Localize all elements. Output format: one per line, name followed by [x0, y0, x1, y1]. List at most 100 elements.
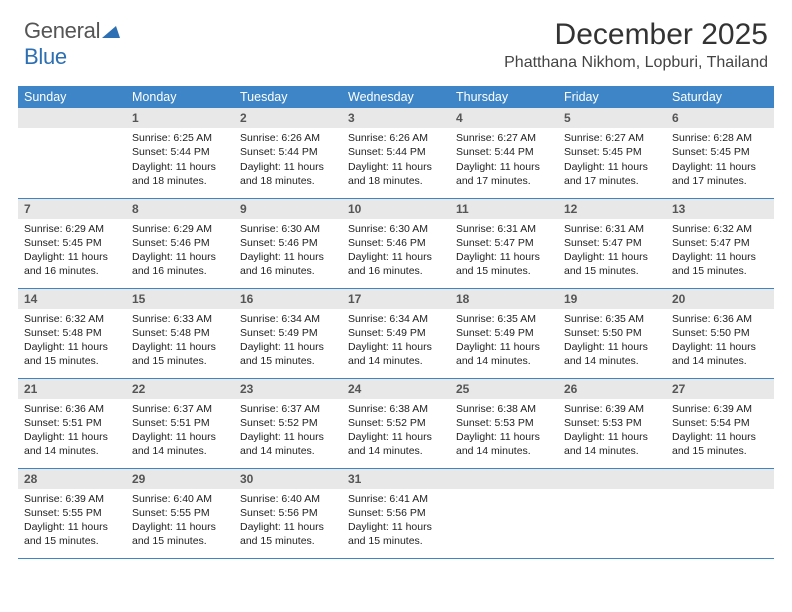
day-cell: 8Sunrise: 6:29 AMSunset: 5:46 PMDaylight… — [126, 198, 234, 288]
day-cell — [666, 468, 774, 558]
day-line: Sunset: 5:54 PM — [672, 416, 768, 430]
day-line: Daylight: 11 hours and 16 minutes. — [240, 250, 336, 278]
day-line: Sunrise: 6:32 AM — [24, 312, 120, 326]
day-cell: 31Sunrise: 6:41 AMSunset: 5:56 PMDayligh… — [342, 468, 450, 558]
location-text: Phatthana Nikhom, Lopburi, Thailand — [504, 54, 768, 72]
day-header: Tuesday — [234, 86, 342, 108]
day-number: 11 — [450, 199, 558, 219]
day-line: Sunset: 5:52 PM — [348, 416, 444, 430]
day-number: 5 — [558, 108, 666, 128]
day-body: Sunrise: 6:26 AMSunset: 5:44 PMDaylight:… — [234, 128, 342, 192]
day-cell: 19Sunrise: 6:35 AMSunset: 5:50 PMDayligh… — [558, 288, 666, 378]
day-line: Sunset: 5:52 PM — [240, 416, 336, 430]
day-line: Sunrise: 6:26 AM — [240, 131, 336, 145]
day-cell: 10Sunrise: 6:30 AMSunset: 5:46 PMDayligh… — [342, 198, 450, 288]
day-cell: 26Sunrise: 6:39 AMSunset: 5:53 PMDayligh… — [558, 378, 666, 468]
day-number: 28 — [18, 469, 126, 489]
day-line: Daylight: 11 hours and 14 minutes. — [348, 340, 444, 368]
day-line: Daylight: 11 hours and 16 minutes. — [348, 250, 444, 278]
day-body: Sunrise: 6:38 AMSunset: 5:53 PMDaylight:… — [450, 399, 558, 463]
day-line: Sunset: 5:48 PM — [132, 326, 228, 340]
day-line: Sunrise: 6:33 AM — [132, 312, 228, 326]
day-line: Daylight: 11 hours and 15 minutes. — [564, 250, 660, 278]
day-line: Sunrise: 6:35 AM — [564, 312, 660, 326]
day-number: 31 — [342, 469, 450, 489]
day-line: Sunrise: 6:36 AM — [672, 312, 768, 326]
day-line: Daylight: 11 hours and 18 minutes. — [132, 160, 228, 188]
day-line: Sunrise: 6:35 AM — [456, 312, 552, 326]
day-body: Sunrise: 6:36 AMSunset: 5:50 PMDaylight:… — [666, 309, 774, 373]
day-line: Sunset: 5:49 PM — [240, 326, 336, 340]
day-number: 6 — [666, 108, 774, 128]
week-row: 1Sunrise: 6:25 AMSunset: 5:44 PMDaylight… — [18, 108, 774, 198]
day-line: Daylight: 11 hours and 18 minutes. — [240, 160, 336, 188]
day-body: Sunrise: 6:27 AMSunset: 5:44 PMDaylight:… — [450, 128, 558, 192]
day-line: Sunrise: 6:40 AM — [132, 492, 228, 506]
day-body: Sunrise: 6:27 AMSunset: 5:45 PMDaylight:… — [558, 128, 666, 192]
day-line: Sunset: 5:48 PM — [24, 326, 120, 340]
day-cell: 2Sunrise: 6:26 AMSunset: 5:44 PMDaylight… — [234, 108, 342, 198]
day-number — [18, 108, 126, 128]
day-body: Sunrise: 6:40 AMSunset: 5:56 PMDaylight:… — [234, 489, 342, 553]
day-line: Sunrise: 6:27 AM — [564, 131, 660, 145]
calendar-head: SundayMondayTuesdayWednesdayThursdayFrid… — [18, 86, 774, 108]
day-number: 15 — [126, 289, 234, 309]
day-header: Saturday — [666, 86, 774, 108]
day-number: 7 — [18, 199, 126, 219]
day-body — [450, 489, 558, 496]
day-body: Sunrise: 6:32 AMSunset: 5:47 PMDaylight:… — [666, 219, 774, 283]
day-cell: 17Sunrise: 6:34 AMSunset: 5:49 PMDayligh… — [342, 288, 450, 378]
day-number: 21 — [18, 379, 126, 399]
day-body: Sunrise: 6:35 AMSunset: 5:49 PMDaylight:… — [450, 309, 558, 373]
day-number: 16 — [234, 289, 342, 309]
day-line: Sunset: 5:44 PM — [240, 145, 336, 159]
day-line: Sunrise: 6:40 AM — [240, 492, 336, 506]
day-number: 27 — [666, 379, 774, 399]
day-line: Daylight: 11 hours and 14 minutes. — [24, 430, 120, 458]
day-line: Sunset: 5:56 PM — [240, 506, 336, 520]
day-body: Sunrise: 6:32 AMSunset: 5:48 PMDaylight:… — [18, 309, 126, 373]
brand-name-b: Blue — [24, 44, 67, 69]
day-cell: 24Sunrise: 6:38 AMSunset: 5:52 PMDayligh… — [342, 378, 450, 468]
day-body: Sunrise: 6:30 AMSunset: 5:46 PMDaylight:… — [342, 219, 450, 283]
day-number: 25 — [450, 379, 558, 399]
day-line: Sunset: 5:46 PM — [132, 236, 228, 250]
day-line: Sunset: 5:50 PM — [564, 326, 660, 340]
day-cell: 7Sunrise: 6:29 AMSunset: 5:45 PMDaylight… — [18, 198, 126, 288]
day-cell: 27Sunrise: 6:39 AMSunset: 5:54 PMDayligh… — [666, 378, 774, 468]
day-number — [666, 469, 774, 489]
day-line: Daylight: 11 hours and 14 minutes. — [348, 430, 444, 458]
day-cell — [558, 468, 666, 558]
day-header: Wednesday — [342, 86, 450, 108]
day-body: Sunrise: 6:34 AMSunset: 5:49 PMDaylight:… — [234, 309, 342, 373]
day-body: Sunrise: 6:40 AMSunset: 5:55 PMDaylight:… — [126, 489, 234, 553]
day-body: Sunrise: 6:29 AMSunset: 5:46 PMDaylight:… — [126, 219, 234, 283]
week-row: 14Sunrise: 6:32 AMSunset: 5:48 PMDayligh… — [18, 288, 774, 378]
day-header: Friday — [558, 86, 666, 108]
day-line: Sunrise: 6:30 AM — [348, 222, 444, 236]
day-line: Sunset: 5:53 PM — [456, 416, 552, 430]
day-number: 9 — [234, 199, 342, 219]
day-line: Sunset: 5:46 PM — [348, 236, 444, 250]
calendar-table: SundayMondayTuesdayWednesdayThursdayFrid… — [18, 86, 774, 559]
day-cell: 12Sunrise: 6:31 AMSunset: 5:47 PMDayligh… — [558, 198, 666, 288]
day-line: Sunrise: 6:31 AM — [564, 222, 660, 236]
day-line: Sunrise: 6:31 AM — [456, 222, 552, 236]
week-row: 28Sunrise: 6:39 AMSunset: 5:55 PMDayligh… — [18, 468, 774, 558]
day-line: Sunrise: 6:38 AM — [348, 402, 444, 416]
day-line: Sunrise: 6:28 AM — [672, 131, 768, 145]
month-title: December 2025 — [504, 18, 768, 52]
day-cell: 21Sunrise: 6:36 AMSunset: 5:51 PMDayligh… — [18, 378, 126, 468]
day-cell — [450, 468, 558, 558]
day-cell: 3Sunrise: 6:26 AMSunset: 5:44 PMDaylight… — [342, 108, 450, 198]
day-line: Sunrise: 6:34 AM — [348, 312, 444, 326]
day-line: Sunrise: 6:25 AM — [132, 131, 228, 145]
day-body: Sunrise: 6:36 AMSunset: 5:51 PMDaylight:… — [18, 399, 126, 463]
day-line: Sunrise: 6:32 AM — [672, 222, 768, 236]
day-body: Sunrise: 6:28 AMSunset: 5:45 PMDaylight:… — [666, 128, 774, 192]
day-body: Sunrise: 6:39 AMSunset: 5:54 PMDaylight:… — [666, 399, 774, 463]
day-line: Sunrise: 6:37 AM — [240, 402, 336, 416]
day-number: 17 — [342, 289, 450, 309]
week-row: 7Sunrise: 6:29 AMSunset: 5:45 PMDaylight… — [18, 198, 774, 288]
day-header: Monday — [126, 86, 234, 108]
